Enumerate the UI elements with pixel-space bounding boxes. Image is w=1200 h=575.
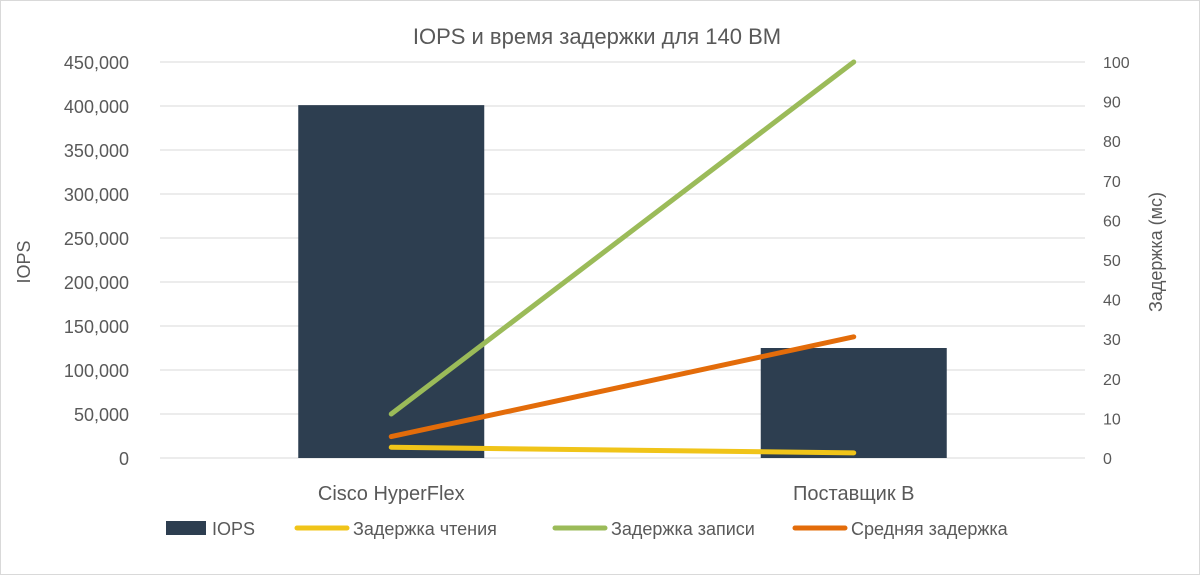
- right-tick-label: 50: [1103, 253, 1121, 270]
- legend-label: IOPS: [212, 519, 255, 539]
- left-tick-label: 50,000: [74, 405, 129, 425]
- right-tick-label: 90: [1103, 95, 1121, 112]
- category-label: Поставщик B: [793, 483, 914, 505]
- right-tick-label: 30: [1103, 332, 1121, 349]
- legend-label: Задержка чтения: [353, 519, 497, 539]
- right-tick-label: 40: [1103, 293, 1121, 310]
- left-tick-label: 350,000: [64, 141, 129, 161]
- right-tick-label: 60: [1103, 213, 1121, 230]
- left-axis-title: IOPS: [14, 240, 34, 283]
- left-tick-label: 300,000: [64, 185, 129, 205]
- legend: IOPS Задержка чтения Задержка записи Средня…: [166, 519, 1009, 539]
- left-tick-label: 0: [119, 449, 129, 469]
- category-label: Cisco HyperFlex: [318, 483, 465, 505]
- left-axis-ticks: 0 50,000 100,000 150,000 200,000 250,000 300,0…: [64, 53, 129, 469]
- series-line: [388, 334, 857, 440]
- chart-title: IOPS и время задержки для 140 ВМ: [413, 24, 781, 49]
- left-tick-label: 250,000: [64, 229, 129, 249]
- series-line: [388, 444, 857, 456]
- bar-iops: [298, 105, 485, 459]
- right-tick-label: 70: [1103, 174, 1121, 191]
- left-tick-label: 150,000: [64, 317, 129, 337]
- right-tick-label: 20: [1103, 372, 1121, 389]
- right-tick-label: 10: [1103, 411, 1121, 428]
- bar-iops: [760, 348, 947, 458]
- series-lines: [388, 59, 857, 456]
- legend-label: Средняя задержка: [851, 519, 1009, 539]
- right-axis-title: Задержка (мс): [1146, 192, 1166, 312]
- right-tick-label: 100: [1103, 55, 1130, 72]
- right-axis-ticks: 0 10 20 30 40 50 60 70 80 90 100: [1103, 55, 1130, 468]
- right-tick-label: 80: [1103, 134, 1121, 151]
- series-line: [388, 59, 857, 417]
- bars: [298, 105, 947, 459]
- left-tick-label: 450,000: [64, 53, 129, 73]
- left-tick-label: 200,000: [64, 273, 129, 293]
- legend-swatch: [166, 521, 206, 535]
- legend-label: Задержка записи: [611, 519, 755, 539]
- left-tick-label: 400,000: [64, 97, 129, 117]
- right-tick-label: 0: [1103, 451, 1112, 468]
- left-tick-label: 100,000: [64, 361, 129, 381]
- category-labels: Cisco HyperFlex Поставщик B: [318, 483, 915, 505]
